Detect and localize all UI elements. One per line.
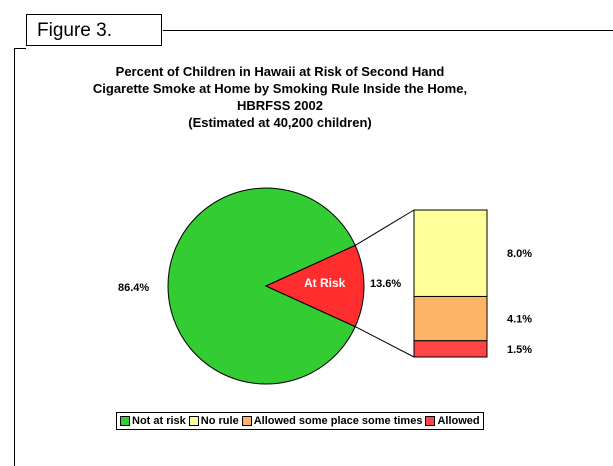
- legend-swatch-not-at-risk: [120, 416, 130, 426]
- frame-top-line: [163, 30, 613, 31]
- title-line-3: HBRFSS 2002: [237, 98, 323, 113]
- legend-swatch-allowed: [425, 416, 436, 426]
- pie-slice-at-risk: [264, 244, 365, 328]
- chart-title: Percent of Children in Hawaii at Risk of…: [60, 63, 500, 131]
- connector-line-bottom: [354, 326, 415, 358]
- title-line-1: Percent of Children in Hawaii at Risk of…: [115, 64, 445, 79]
- bar-segment-allowed-some: [413, 295, 488, 342]
- bar-label-allowed-some: 4.1%: [507, 314, 532, 326]
- figure-label: Figure 3.: [26, 14, 162, 46]
- legend-item-no-rule: No rule: [188, 415, 239, 427]
- legend: Not at risk No rule Allowed some place s…: [116, 412, 484, 430]
- frame-corner-line: [14, 48, 26, 49]
- pie-inner-label-at-risk: At Risk: [304, 276, 346, 290]
- pie-slice-not-at-risk: [167, 187, 356, 385]
- bar-label-allowed: 1.5%: [507, 344, 532, 356]
- legend-label-no-rule: No rule: [200, 415, 239, 427]
- pie-label-at-risk-percent: 13.6%: [370, 278, 401, 290]
- title-line-2: Cigarette Smoke at Home by Smoking Rule …: [92, 81, 468, 96]
- legend-label-not-at-risk: Not at risk: [132, 415, 186, 427]
- bar-segment-no-rule: [413, 209, 488, 297]
- pie-label-not-at-risk: 86.4%: [118, 282, 149, 294]
- legend-item-allowed: Allowed: [425, 415, 480, 427]
- legend-label-allowed-some: Allowed some place some times: [253, 415, 423, 427]
- legend-swatch-allowed-some: [241, 416, 252, 426]
- bar-label-no-rule: 8.0%: [507, 248, 532, 260]
- legend-label-allowed: Allowed: [437, 415, 480, 427]
- legend-item-allowed-some: Allowed some place some times: [241, 415, 423, 427]
- legend-item-not-at-risk: Not at risk: [120, 415, 186, 427]
- title-line-4: (Estimated at 40,200 children): [188, 115, 372, 130]
- bar-segment-allowed: [413, 340, 488, 358]
- legend-swatch-no-rule: [188, 416, 199, 426]
- connector-line-top: [354, 209, 415, 246]
- frame-left-line: [14, 48, 15, 466]
